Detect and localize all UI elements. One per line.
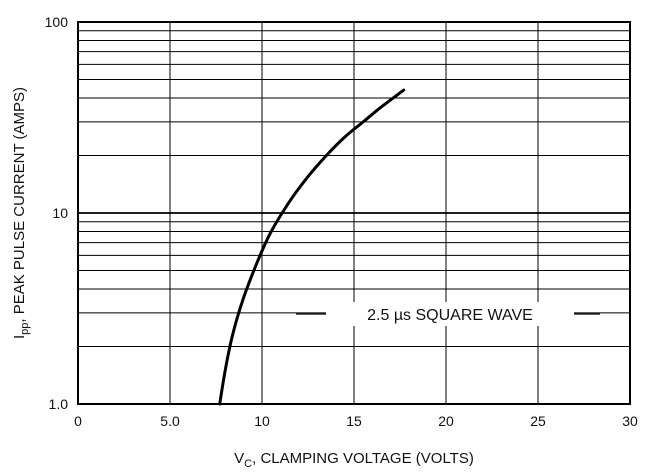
- y-axis-label: Ipp, PEAK PULSE CURRENT (AMPS): [11, 87, 31, 339]
- y-tick-label: 100: [45, 14, 69, 30]
- x-axis-label: VC, CLAMPING VOLTAGE (VOLTS): [234, 450, 474, 470]
- series-line: [218, 88, 406, 406]
- x-tick-label: 10: [254, 413, 270, 429]
- plot-frame: [77, 21, 631, 405]
- x-tick-label: 5.0: [160, 413, 180, 429]
- x-tick-label: 15: [346, 413, 362, 429]
- x-tick-label: 20: [438, 413, 454, 429]
- annotation-label: 2.5 µs SQUARE WAVE: [367, 307, 533, 324]
- y-tick-label: 10: [52, 205, 68, 221]
- annotation-background: [326, 302, 574, 326]
- x-tick-label: 0: [74, 413, 82, 429]
- x-tick-label: 25: [530, 413, 546, 429]
- x-tick-label: 30: [622, 413, 638, 429]
- y-tick-label: 1.0: [49, 396, 69, 412]
